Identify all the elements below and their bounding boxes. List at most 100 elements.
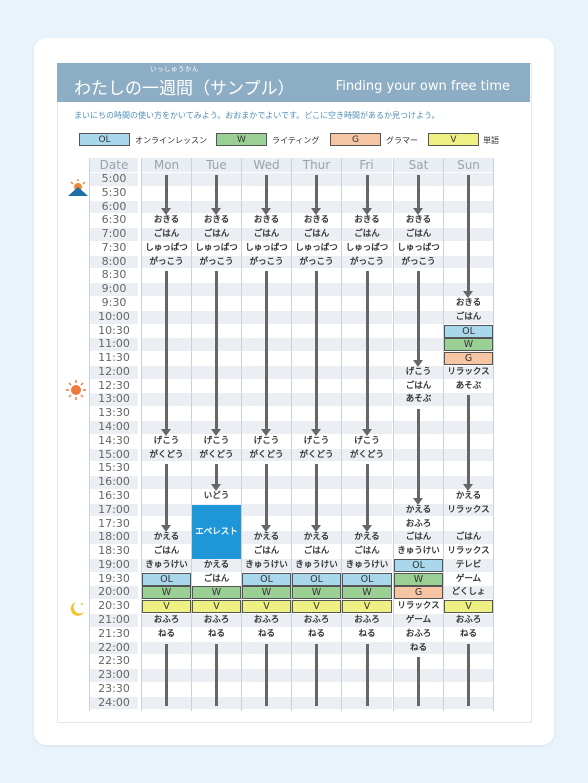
grid-cell <box>90 476 138 489</box>
activity-badge: G <box>444 352 493 366</box>
time-label: 24:00 <box>98 695 130 709</box>
page-subtitle: Finding your own free time <box>335 79 510 94</box>
schedule-entry: ねる <box>307 628 325 639</box>
header-cell <box>192 158 241 172</box>
schedule-entry: おふろ <box>253 614 280 625</box>
grid-cell <box>90 434 138 448</box>
schedule-entry: おきる <box>354 215 380 226</box>
sun-icon <box>66 380 86 400</box>
legend-w-box: W <box>216 133 267 146</box>
time-arrow <box>463 175 473 299</box>
time-label: 19:00 <box>98 557 130 571</box>
grid-cell <box>342 241 392 255</box>
activity-badge: W <box>192 586 241 600</box>
grid-cell <box>142 545 191 558</box>
grid-cell <box>90 462 138 476</box>
legend-w-label: ライティング <box>272 136 320 145</box>
schedule-entry: きゅうけい <box>397 546 440 557</box>
schedule-entry: ねる <box>157 628 175 639</box>
grid-cell <box>90 186 138 200</box>
time-arrow <box>211 175 221 216</box>
grid-cell <box>90 545 138 558</box>
time-label: 23:30 <box>98 681 130 695</box>
activity-badge: OL <box>242 572 291 586</box>
schedule-entry: しゅっぱつ <box>245 242 288 253</box>
schedule-entry: リラックス <box>447 504 490 515</box>
schedule-entry: きゅうけい <box>245 559 288 570</box>
grid-cell <box>192 627 241 641</box>
time-label: 7:00 <box>101 227 127 241</box>
schedule-entry: ごはん <box>153 229 180 240</box>
activity-badge: V <box>242 600 291 614</box>
grid-cell <box>444 297 493 310</box>
grid-cell <box>90 283 138 296</box>
activity-badge: V <box>142 600 191 614</box>
schedule-entry: げこう <box>354 435 380 446</box>
grid-cell <box>444 613 493 627</box>
schedule-entry: ごはん <box>405 532 432 543</box>
grid-cell <box>242 228 291 241</box>
schedule-entry: ごはん <box>303 546 330 557</box>
grid-cell <box>192 489 241 503</box>
grid-cell <box>444 365 493 379</box>
schedule-entry: ごはん <box>354 229 380 240</box>
col-divider <box>443 158 444 711</box>
grid-cell <box>90 407 138 421</box>
time-label: 8:30 <box>101 268 127 282</box>
header-cell <box>444 158 493 172</box>
grid-cell <box>394 613 443 627</box>
grid-cell <box>444 531 493 545</box>
grid-cell <box>90 352 138 365</box>
time-arrow <box>361 464 372 533</box>
schedule-entry: がっこう <box>401 256 436 267</box>
grid-cell <box>394 627 443 641</box>
schedule-entry: しゅっぱつ <box>145 242 188 253</box>
grid-cell <box>90 297 138 310</box>
schedule-entry: ごはん <box>203 229 230 240</box>
schedule-entry: きゅうけい <box>295 559 338 570</box>
grid-cell <box>342 545 392 558</box>
time-label: 23:00 <box>98 668 130 682</box>
grid-cell <box>242 531 291 545</box>
grid-cell <box>242 613 291 627</box>
legend-g-label: グラマー <box>386 136 418 145</box>
activity-badge: OL <box>444 324 493 338</box>
grid-cell <box>192 572 241 586</box>
col-wed: Wed <box>253 158 280 172</box>
grid-cell <box>90 173 138 186</box>
time-label: 20:30 <box>98 599 130 613</box>
grid-cell <box>90 558 138 572</box>
schedule-entry: ねる <box>459 628 477 639</box>
header-cell <box>142 158 191 172</box>
grid-cell <box>292 214 341 228</box>
schedule-entry: ねる <box>409 642 427 653</box>
header-cell <box>292 158 341 172</box>
schedule-entry: ごはん <box>455 311 482 322</box>
time-label: 22:30 <box>98 654 130 668</box>
schedule-entry: かえる <box>405 504 432 515</box>
schedule-entry: ごはん <box>203 573 230 584</box>
grid-cell <box>90 531 138 545</box>
legend-v-box: V <box>428 133 479 146</box>
schedule-entry: がっこう <box>299 256 334 267</box>
time-label: 14:30 <box>98 433 130 447</box>
grid-cell <box>90 228 138 241</box>
header-cell <box>242 158 291 172</box>
legend-g-box: G <box>330 133 381 146</box>
time-arrow <box>413 175 423 216</box>
col-divider <box>493 158 494 711</box>
activity-badge: OL <box>394 558 443 572</box>
grid-cell <box>90 696 138 710</box>
grid-cell <box>394 503 443 517</box>
grid-cell <box>444 379 493 393</box>
activity-badge: V <box>444 600 493 614</box>
grid-cell <box>394 214 443 228</box>
grid-cell <box>192 241 241 255</box>
grid-cell <box>342 228 392 241</box>
col-divider <box>241 158 242 711</box>
grid-cell <box>192 558 241 572</box>
time-label: 5:00 <box>101 172 127 185</box>
grid-cell <box>394 393 443 407</box>
schedule-entry: がくどう <box>299 449 334 460</box>
schedule-entry: しゅっぱつ <box>295 242 338 253</box>
